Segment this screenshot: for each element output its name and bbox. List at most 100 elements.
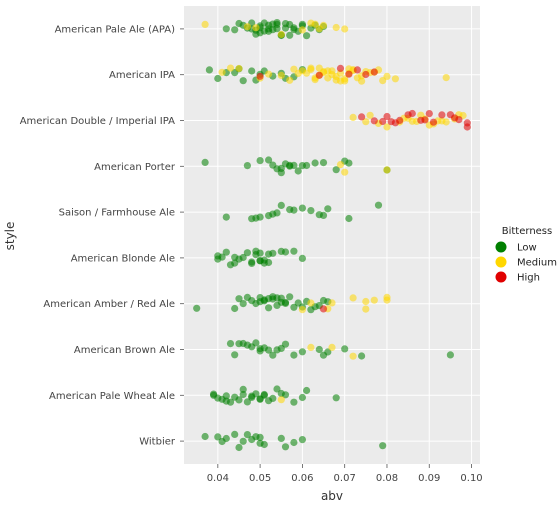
data-point-medium	[277, 30, 285, 38]
data-point-low	[303, 386, 311, 395]
data-point-low	[273, 19, 281, 27]
data-point-medium	[336, 161, 345, 169]
data-point-low	[358, 352, 366, 360]
x-tick-label: 0.08	[376, 473, 398, 484]
data-point-low	[222, 434, 230, 443]
data-point-medium	[235, 64, 243, 73]
data-point-medium	[362, 118, 370, 126]
data-point-high	[408, 109, 416, 118]
x-axis-ticks: 0.04 0.05 0.06 0.07 0.08 0.09 0.10	[207, 464, 483, 484]
data-point-low	[290, 438, 298, 447]
data-point-low	[290, 351, 298, 359]
data-point-low	[281, 443, 290, 451]
data-point-high	[396, 116, 404, 124]
data-point-low	[345, 214, 353, 223]
data-point-low	[277, 169, 285, 177]
data-point-low	[374, 201, 383, 209]
data-point-low	[315, 345, 323, 354]
data-point-low	[298, 204, 306, 212]
data-point-medium	[383, 72, 391, 80]
data-point-low	[265, 258, 273, 267]
data-point-high	[256, 72, 264, 80]
data-point-low	[281, 340, 290, 348]
data-point-low	[218, 253, 226, 261]
data-point-medium	[341, 75, 349, 83]
data-point-low	[277, 201, 285, 209]
data-point-low	[222, 213, 230, 221]
data-point-medium	[349, 294, 357, 302]
legend-items: Low Medium High	[495, 241, 557, 284]
data-point-medium	[366, 111, 374, 119]
data-point-low	[303, 32, 311, 40]
y-tick-label: American IPA	[109, 70, 175, 81]
data-points	[193, 19, 471, 452]
data-point-high	[345, 70, 353, 78]
data-point-high	[425, 110, 433, 118]
data-point-low	[290, 247, 298, 255]
data-point-low	[256, 249, 264, 257]
data-point-low	[269, 394, 277, 402]
x-tick-label: 0.04	[207, 473, 229, 484]
data-point-low	[243, 398, 251, 406]
data-point-low	[277, 434, 285, 442]
data-point-medium	[201, 20, 209, 28]
data-point-medium	[391, 75, 399, 83]
y-tick-label: Witbier	[139, 437, 176, 448]
data-point-medium	[370, 296, 378, 304]
y-tick-label: American Porter	[94, 162, 176, 173]
y-tick-label: American Pale Wheat Ale	[49, 391, 175, 402]
data-point-low	[281, 298, 290, 307]
data-point-medium	[383, 166, 391, 174]
data-point-low	[269, 351, 277, 359]
plot-background	[184, 6, 480, 464]
data-point-low	[256, 157, 264, 165]
x-tick-label: 0.07	[334, 473, 356, 484]
data-point-medium	[307, 343, 315, 351]
data-point-high	[379, 117, 387, 126]
data-point-low	[281, 391, 290, 399]
data-point-low	[243, 162, 251, 170]
y-tick-label: American Amber / Red Ale	[43, 299, 175, 310]
data-point-medium	[307, 299, 315, 307]
legend-label-high: High	[517, 273, 540, 284]
data-point-medium	[311, 20, 319, 28]
data-point-medium	[349, 352, 357, 360]
data-point-low	[193, 304, 201, 312]
data-point-low	[201, 432, 209, 441]
data-point-medium	[341, 168, 349, 176]
data-point-low	[298, 254, 306, 262]
data-point-low	[379, 442, 387, 450]
data-point-medium	[286, 76, 294, 84]
data-point-low	[239, 437, 247, 445]
data-point-medium	[332, 23, 340, 32]
data-point-medium	[298, 306, 306, 314]
legend-title: Bitterness	[502, 226, 552, 237]
data-point-high	[429, 118, 438, 126]
data-point-medium	[277, 71, 285, 79]
data-point-low	[239, 390, 247, 399]
data-point-medium	[341, 25, 349, 33]
data-point-high	[319, 305, 328, 313]
data-point-low	[265, 346, 273, 354]
data-point-low	[201, 158, 209, 166]
data-point-low	[345, 159, 353, 167]
data-point-low	[226, 340, 235, 348]
data-point-medium	[328, 343, 336, 351]
data-point-low	[311, 159, 319, 167]
data-point-high	[358, 113, 366, 121]
legend-marker-medium	[495, 256, 507, 268]
data-point-low	[446, 351, 454, 359]
data-point-low	[324, 348, 332, 356]
data-point-high	[370, 117, 378, 125]
x-tick-label: 0.09	[418, 473, 440, 484]
data-point-medium	[383, 293, 391, 301]
data-point-high	[336, 64, 345, 72]
data-point-low	[324, 205, 332, 213]
data-point-low	[298, 348, 306, 356]
data-point-low	[319, 159, 328, 167]
data-point-medium	[349, 113, 357, 121]
data-point-low	[239, 77, 247, 85]
data-point-low	[265, 304, 273, 312]
x-tick-label: 0.05	[249, 473, 271, 484]
data-point-low	[256, 213, 264, 221]
